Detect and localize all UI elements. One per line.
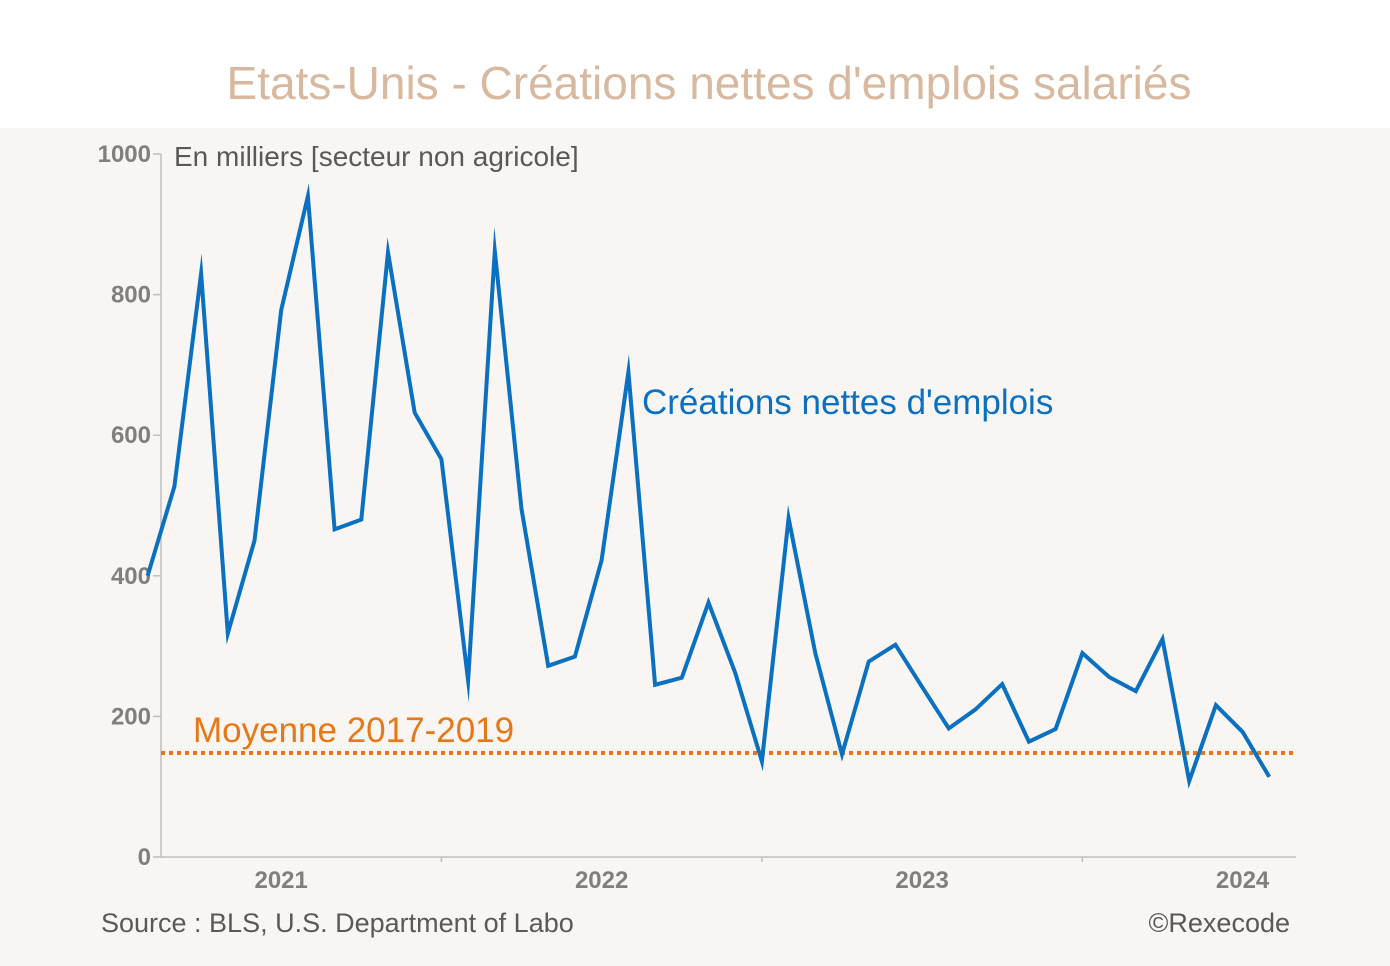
chart-title: Etats-Unis - Créations nettes d'emplois … (226, 57, 1192, 109)
reference-line-label: Moyenne 2017-2019 (193, 711, 514, 750)
chart-panel: 0 200 400 600 800 1000 2021 2022 2023 2024 En mi… (0, 128, 1390, 966)
y-tick-label: 200 (111, 703, 151, 730)
y-axis-ticks: 0 200 400 600 800 1000 (98, 141, 161, 871)
series-label: Créations nettes d'emplois (642, 383, 1053, 422)
line-chart: 0 200 400 600 800 1000 2021 2022 2023 2024 En mi… (98, 141, 1296, 894)
x-axis-ticks: 2021 2022 2023 2024 (254, 857, 1270, 894)
series-group (145, 183, 1272, 789)
x-tick-label: 2024 (1216, 867, 1270, 894)
x-tick-label: 2023 (895, 867, 948, 894)
series-line-0 (145, 183, 1272, 789)
y-tick-label: 600 (111, 422, 151, 449)
axes (160, 154, 1296, 858)
x-tick-label: 2021 (254, 867, 307, 894)
copyright-note: ©Rexecode (1148, 908, 1290, 938)
source-note: Source : BLS, U.S. Department of Labo (101, 908, 574, 938)
y-tick-label: 1000 (98, 141, 151, 168)
unit-note: En milliers [secteur non agricole] (174, 141, 579, 172)
y-tick-label: 0 (138, 844, 151, 871)
y-tick-label: 400 (111, 563, 151, 590)
y-tick-label: 800 (111, 282, 151, 309)
x-tick-label: 2022 (575, 867, 628, 894)
